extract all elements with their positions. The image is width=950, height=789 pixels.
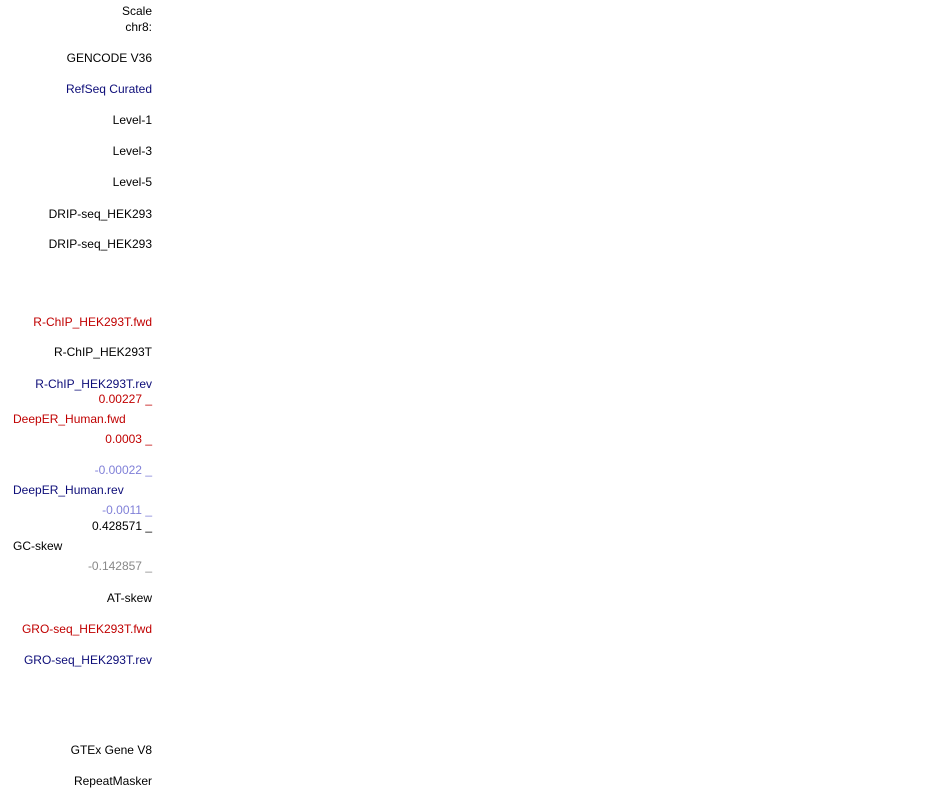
track-label-level-3[interactable]: Level-3 (112, 144, 152, 158)
deeper-fwd-axis-max: 0.00227 _ (98, 392, 152, 406)
track-label-at-skew[interactable]: AT-skew (106, 591, 152, 605)
track-label-rchip[interactable]: R-ChIP_HEK293T (53, 345, 152, 359)
track-label-gro-fwd[interactable]: GRO-seq_HEK293T.fwd (21, 622, 152, 636)
track-label-deeper-fwd[interactable]: DeepER_Human.fwd (13, 412, 126, 426)
track-label-rchip-rev[interactable]: R-ChIP_HEK293T.rev (35, 377, 152, 391)
track-label-repeatmasker[interactable]: RepeatMasker (73, 774, 152, 788)
deeper-rev-axis-min: -0.0011 _ (102, 503, 152, 517)
gc-skew-axis-max: 0.428571 _ (91, 519, 152, 533)
chromosome-label[interactable]: chr8: (125, 20, 152, 34)
track-label-gtex[interactable]: GTEx Gene V8 (70, 743, 152, 757)
track-label-rchip-fwd[interactable]: R-ChIP_HEK293T.fwd (33, 315, 152, 329)
track-label-drip-seq-2[interactable]: DRIP-seq_HEK293 (48, 237, 152, 251)
track-label-gc-skew[interactable]: GC-skew (13, 539, 63, 553)
track-display-area[interactable] (160, 0, 950, 789)
deeper-fwd-axis-min: 0.0003 _ (105, 432, 152, 446)
track-label-gro-rev[interactable]: GRO-seq_HEK293T.rev (23, 653, 152, 667)
track-label-level-1[interactable]: Level-1 (112, 113, 152, 127)
scale-label[interactable]: Scale (121, 4, 152, 18)
gc-skew-axis-min: -0.142857 _ (87, 559, 152, 573)
track-label-refseq[interactable]: RefSeq Curated (65, 82, 152, 96)
track-label-deeper-rev[interactable]: DeepER_Human.rev (13, 483, 124, 497)
track-label-gencode[interactable]: GENCODE V36 (66, 51, 152, 65)
track-label-level-5[interactable]: Level-5 (112, 175, 152, 189)
deeper-rev-axis-max: -0.00022 _ (94, 463, 152, 477)
track-label-panel: Scale chr8: GENCODE V36 RefSeq Curated L… (0, 0, 160, 789)
track-label-drip-seq-1[interactable]: DRIP-seq_HEK293 (48, 207, 152, 221)
